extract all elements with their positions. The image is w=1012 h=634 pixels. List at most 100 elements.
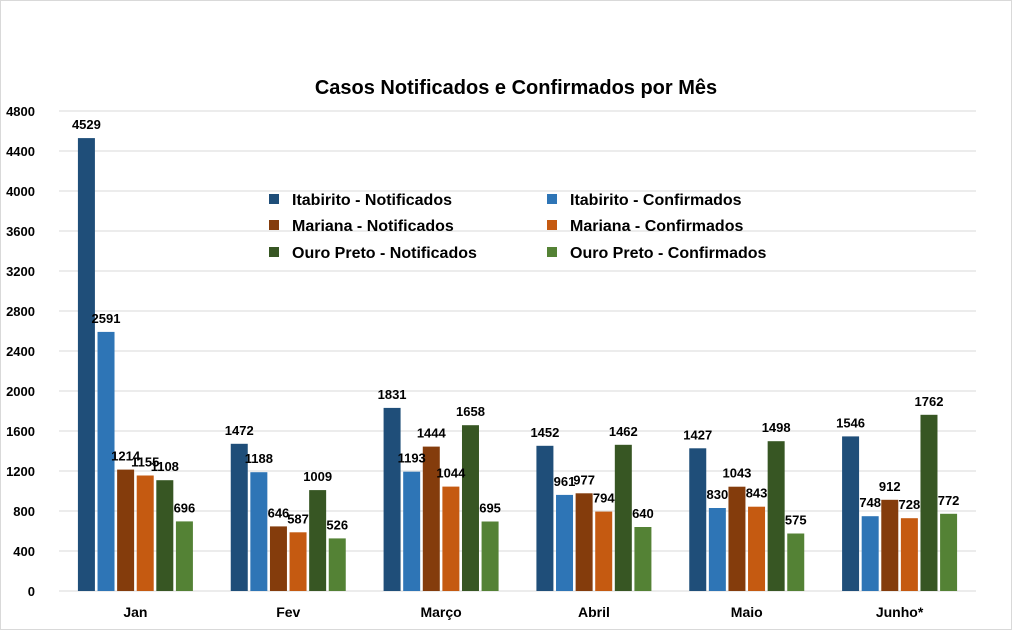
x-tick-label: Março (420, 604, 461, 620)
data-label: 1009 (303, 469, 332, 484)
data-label: 696 (174, 500, 196, 515)
x-tick-label: Jan (123, 604, 147, 620)
bar-2-4 (461, 425, 479, 591)
bar-4-1 (708, 508, 726, 591)
legend-label: Ouro Preto - Notificados (292, 245, 477, 262)
data-label: 977 (573, 472, 595, 487)
data-label: 1498 (762, 420, 791, 435)
data-label: 961 (554, 474, 576, 489)
data-label: 1452 (530, 425, 559, 440)
y-tick-label: 4800 (6, 104, 35, 119)
bar-4-4 (767, 441, 785, 591)
bars-layer (77, 138, 958, 591)
data-label: 728 (899, 497, 921, 512)
data-label: 587 (287, 511, 309, 526)
grid-layer: 0 400 800 1200 1600 2000 2400 2800 3200 3600 4000 4… (6, 104, 976, 599)
bar-1-1 (250, 472, 268, 591)
bar-5-1 (861, 516, 879, 591)
legend-swatch (547, 194, 557, 204)
y-tick-label: 2000 (6, 384, 35, 399)
x-axis: Jan Fev Março Abril Maio Junho* (123, 604, 923, 620)
data-label: 1462 (609, 424, 638, 439)
data-label: 912 (879, 479, 901, 494)
bar-0-5 (175, 521, 193, 591)
data-label: 1043 (722, 466, 751, 481)
legend-label: Ouro Preto - Confirmados (570, 245, 767, 262)
y-tick-label: 0 (28, 584, 35, 599)
y-tick-label: 3200 (6, 264, 35, 279)
bar-2-2 (422, 446, 440, 591)
data-label: 646 (268, 505, 290, 520)
bar-5-4 (920, 414, 938, 591)
bar-1-2 (269, 526, 287, 591)
bar-3-1 (556, 494, 574, 591)
y-tick-label: 2400 (6, 344, 35, 359)
bar-2-5 (481, 521, 499, 591)
legend-label: Itabirito - Confirmados (570, 192, 742, 209)
data-label: 1193 (398, 451, 426, 466)
bar-2-0 (383, 407, 401, 591)
bar-5-2 (881, 499, 899, 591)
legend-swatch (269, 247, 279, 257)
chart-title: Casos Notificados e Confirmados por Mês (315, 77, 717, 99)
bar-5-3 (900, 518, 918, 591)
y-tick-label: 4400 (6, 144, 35, 159)
bar-4-3 (748, 506, 766, 591)
data-label: 1214 (111, 449, 141, 464)
data-label: 1044 (436, 466, 466, 481)
bar-0-3 (136, 475, 154, 591)
y-tick-label: 2800 (6, 304, 35, 319)
data-label: 830 (706, 487, 728, 502)
data-label: 1472 (225, 423, 254, 438)
bar-5-0 (842, 436, 860, 591)
x-tick-label: Maio (731, 604, 763, 620)
bar-3-3 (595, 511, 613, 591)
data-label: 1831 (378, 387, 407, 402)
data-label: 1658 (456, 404, 485, 419)
legend-label: Mariana - Notificados (292, 218, 454, 235)
data-label: 2591 (92, 311, 121, 326)
legend-swatch (547, 247, 557, 257)
bar-0-0 (77, 138, 95, 591)
bar-4-5 (787, 533, 805, 591)
legend-label: Itabirito - Notificados (292, 192, 452, 209)
data-label: 1444 (417, 426, 447, 441)
y-tick-label: 800 (13, 504, 35, 519)
legend: Itabirito - Notificados Itabirito - Confi… (269, 192, 767, 262)
bar-2-3 (442, 486, 460, 591)
data-label: 1427 (683, 427, 712, 442)
y-tick-label: 1200 (6, 464, 35, 479)
bar-3-5 (634, 527, 652, 591)
data-label: 640 (632, 506, 654, 521)
bar-1-3 (289, 532, 307, 591)
bar-0-1 (97, 331, 115, 591)
bar-3-0 (536, 445, 554, 591)
y-tick-label: 4000 (6, 184, 35, 199)
x-tick-label: Abril (578, 604, 610, 620)
bar-1-5 (328, 538, 346, 591)
bar-2-1 (403, 471, 421, 591)
x-tick-label: Fev (276, 604, 300, 620)
data-label: 1155 (131, 455, 159, 470)
bar-0-4 (156, 480, 174, 591)
data-label: 794 (593, 491, 615, 506)
data-label: 4529 (72, 117, 101, 132)
data-label: 843 (746, 486, 768, 501)
data-label: 1762 (915, 394, 944, 409)
data-label: 1108 (151, 459, 179, 474)
data-label: 1546 (836, 415, 865, 430)
y-tick-label: 1600 (6, 424, 35, 439)
data-label: 575 (785, 513, 807, 528)
bar-5-5 (940, 513, 958, 591)
data-label: 748 (859, 495, 881, 510)
bar-3-4 (614, 444, 632, 591)
data-label: 526 (326, 517, 348, 532)
legend-label: Mariana - Confirmados (570, 218, 743, 235)
bar-0-2 (117, 469, 135, 591)
bar-4-2 (728, 486, 746, 591)
x-tick-label: Junho* (876, 604, 924, 620)
bar-3-2 (575, 493, 593, 591)
